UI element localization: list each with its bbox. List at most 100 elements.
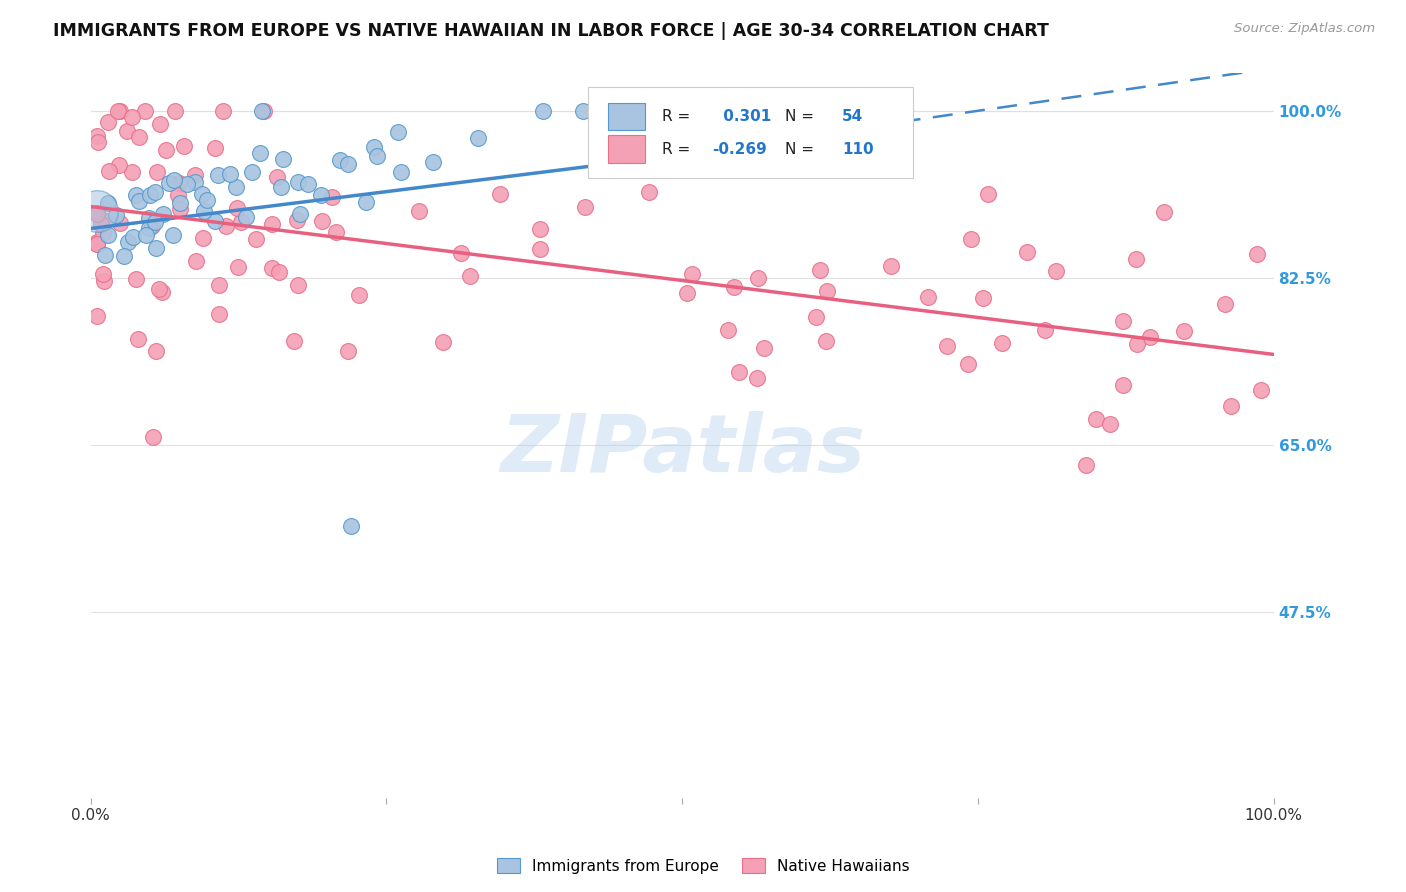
Text: 0.301: 0.301 — [717, 109, 770, 124]
Text: -0.269: -0.269 — [711, 142, 766, 157]
Point — [124, 271, 146, 285]
Point — [240, 165, 263, 179]
Point — [467, 131, 489, 145]
Point — [108, 216, 131, 230]
Point — [138, 211, 160, 225]
Point — [1139, 330, 1161, 344]
Point — [991, 336, 1014, 351]
Point — [808, 263, 831, 277]
Point — [489, 187, 512, 202]
Point — [574, 200, 596, 214]
Point — [208, 306, 231, 320]
Point — [121, 111, 143, 125]
Point — [208, 277, 231, 292]
Point — [226, 201, 249, 215]
Point — [138, 221, 160, 235]
Point — [193, 231, 215, 245]
Point — [112, 249, 135, 263]
Point — [184, 175, 207, 189]
Point — [169, 196, 191, 211]
Point — [1084, 412, 1107, 426]
Point — [253, 104, 276, 119]
Point — [1099, 417, 1122, 431]
Point — [600, 112, 623, 127]
Point — [311, 214, 333, 228]
Point — [149, 117, 172, 131]
Point — [637, 185, 659, 199]
Point — [288, 207, 311, 221]
Point — [1246, 247, 1268, 261]
Point — [86, 235, 108, 249]
Point — [93, 274, 115, 288]
Point — [93, 248, 115, 262]
Point — [340, 519, 363, 533]
Text: 54: 54 — [842, 109, 863, 124]
Point — [155, 143, 177, 157]
Point — [250, 104, 273, 119]
Point — [142, 430, 165, 444]
Point — [218, 167, 240, 181]
Point — [1015, 244, 1038, 259]
Point — [531, 104, 554, 119]
Point — [128, 129, 150, 144]
Point — [1125, 252, 1147, 266]
Point — [387, 125, 409, 139]
Point — [1213, 297, 1236, 311]
Point — [728, 365, 751, 379]
Point — [225, 180, 247, 194]
Point — [297, 177, 319, 191]
Point — [163, 104, 186, 119]
Point — [204, 214, 226, 228]
Text: N =: N = — [785, 142, 818, 157]
Legend: Immigrants from Europe, Native Hawaiians: Immigrants from Europe, Native Hawaiians — [491, 852, 915, 880]
Text: R =: R = — [662, 142, 695, 157]
Point — [458, 268, 481, 283]
Point — [245, 232, 267, 246]
Point — [145, 241, 167, 255]
Point — [422, 155, 444, 169]
Point — [271, 153, 294, 167]
Point — [529, 242, 551, 256]
Point — [309, 188, 332, 202]
Text: Source: ZipAtlas.com: Source: ZipAtlas.com — [1234, 22, 1375, 36]
Point — [572, 104, 595, 119]
Point — [1173, 324, 1195, 338]
Point — [957, 357, 980, 371]
Point — [270, 179, 292, 194]
Point — [1220, 399, 1243, 413]
Point — [94, 214, 117, 228]
Point — [880, 259, 903, 273]
FancyBboxPatch shape — [607, 136, 645, 163]
Point — [125, 187, 148, 202]
Point — [1112, 378, 1135, 392]
Point — [260, 218, 283, 232]
Point — [91, 267, 114, 281]
FancyBboxPatch shape — [588, 87, 912, 178]
Point — [86, 128, 108, 143]
Point — [97, 115, 120, 129]
Point — [139, 187, 162, 202]
Point — [717, 323, 740, 337]
Point — [97, 227, 120, 242]
Point — [676, 286, 699, 301]
Point — [86, 237, 108, 252]
Point — [960, 232, 983, 246]
Point — [173, 139, 195, 153]
Point — [197, 193, 219, 207]
Point — [450, 246, 472, 260]
Point — [935, 339, 957, 353]
FancyBboxPatch shape — [607, 103, 645, 130]
Point — [1045, 264, 1067, 278]
Point — [336, 344, 359, 359]
Point — [1126, 336, 1149, 351]
Point — [162, 227, 184, 242]
Point — [157, 176, 180, 190]
Point — [260, 261, 283, 276]
Point — [354, 195, 377, 210]
Point — [98, 163, 121, 178]
Point — [193, 203, 215, 218]
Point — [86, 204, 108, 219]
Point — [97, 196, 120, 211]
Point — [152, 207, 174, 221]
Point — [804, 310, 827, 324]
